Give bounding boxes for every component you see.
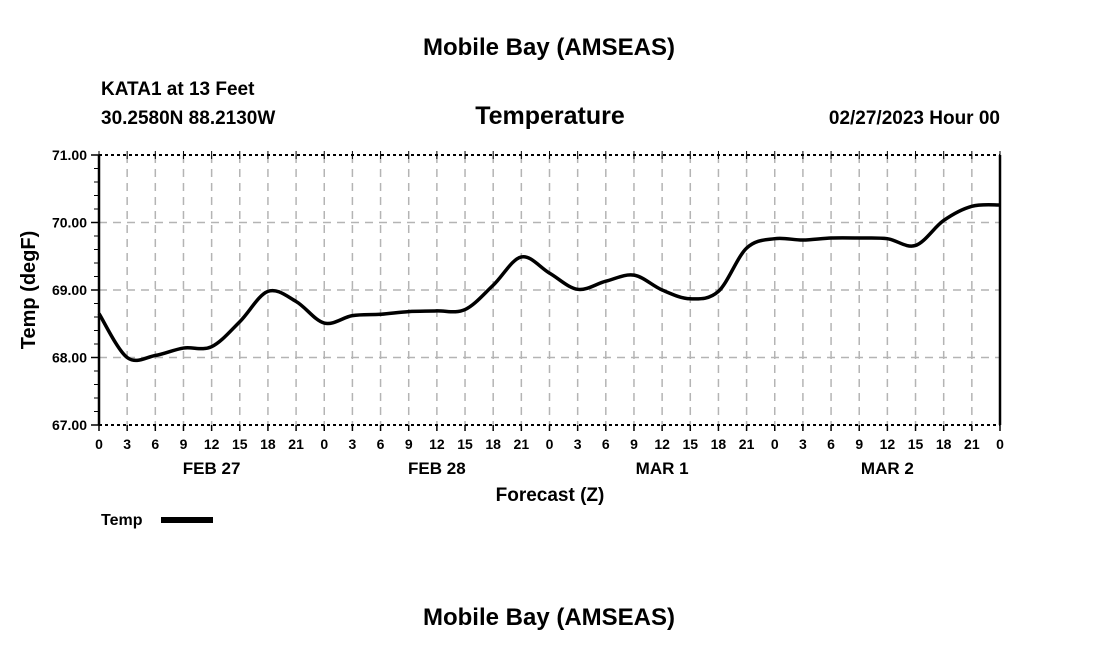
y-tick-label: 68.00 (52, 350, 87, 366)
x-tick-label: 3 (799, 436, 807, 452)
x-tick-label: 0 (996, 436, 1004, 452)
x-tick-label: 6 (151, 436, 159, 452)
day-label: MAR 1 (636, 459, 689, 478)
y-tick-label: 67.00 (52, 417, 87, 433)
day-label: FEB 28 (408, 459, 466, 478)
x-tick-label: 12 (880, 436, 896, 452)
x-tick-label: 12 (429, 436, 445, 452)
legend-label: Temp (101, 512, 143, 529)
run-time: 02/27/2023 Hour 00 (829, 108, 1000, 129)
bottom-title: Mobile Bay (AMSEAS) (423, 604, 675, 631)
x-tick-label: 21 (288, 436, 304, 452)
grid (99, 155, 1000, 425)
x-tick-label: 18 (711, 436, 727, 452)
chart-title: Temperature (475, 102, 625, 130)
x-tick-label: 9 (630, 436, 638, 452)
y-tick-label: 69.00 (52, 282, 87, 298)
x-tick-label: 12 (654, 436, 670, 452)
x-tick-label: 15 (682, 436, 698, 452)
x-tick-label: 6 (377, 436, 385, 452)
x-tick-label: 9 (180, 436, 188, 452)
x-tick-label: 18 (260, 436, 276, 452)
station-label: KATA1 at 13 Feet (101, 79, 255, 100)
x-tick-label: 6 (602, 436, 610, 452)
y-tick-label: 70.00 (52, 215, 87, 231)
x-tick-label: 18 (936, 436, 952, 452)
x-tick-label: 21 (739, 436, 755, 452)
x-tick-label: 3 (349, 436, 357, 452)
day-label: FEB 27 (183, 459, 241, 478)
x-axis-label: Forecast (Z) (496, 485, 605, 506)
x-tick-label: 9 (855, 436, 863, 452)
y-tick-label: 71.00 (52, 147, 87, 163)
x-tick-label: 3 (123, 436, 131, 452)
top-title: Mobile Bay (AMSEAS) (423, 34, 675, 61)
x-tick-label: 18 (485, 436, 501, 452)
legend: Temp (101, 512, 213, 529)
x-tick-label: 0 (95, 436, 103, 452)
y-axis-label: Temp (degF) (18, 231, 40, 350)
day-label: MAR 2 (861, 459, 914, 478)
x-tick-label: 0 (320, 436, 328, 452)
x-tick-label: 21 (964, 436, 980, 452)
x-tick-label: 12 (204, 436, 220, 452)
x-tick-label: 21 (514, 436, 530, 452)
legend-swatch (161, 517, 213, 523)
x-tick-label: 0 (546, 436, 554, 452)
x-tick-label: 3 (574, 436, 582, 452)
x-tick-label: 9 (405, 436, 413, 452)
x-tick-label: 0 (771, 436, 779, 452)
x-tick-label: 6 (827, 436, 835, 452)
station-coords: 30.2580N 88.2130W (101, 108, 275, 129)
x-tick-label: 15 (908, 436, 924, 452)
x-tick-label: 15 (232, 436, 248, 452)
x-tick-label: 15 (457, 436, 473, 452)
